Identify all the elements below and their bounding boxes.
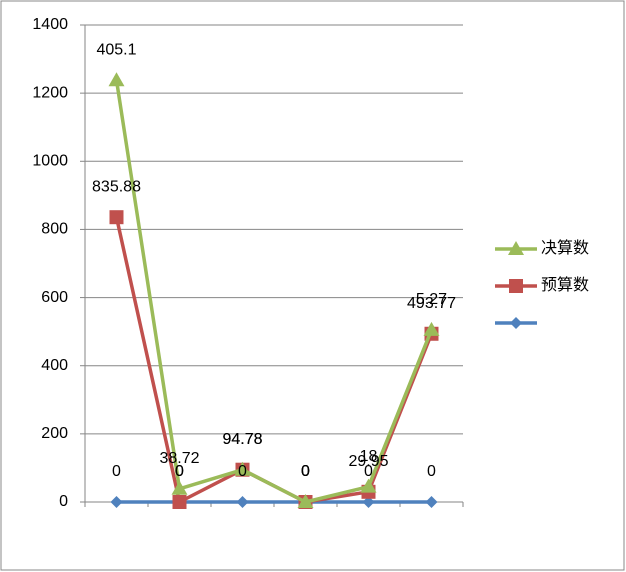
y-tick-label: 600 xyxy=(41,289,68,306)
marker xyxy=(509,279,523,293)
y-tick-label: 0 xyxy=(59,493,68,510)
data-label: 0 xyxy=(427,463,436,480)
data-label: 493.77 xyxy=(407,295,456,312)
marker xyxy=(171,480,188,495)
data-label: 0 xyxy=(301,463,310,480)
y-tick-label: 1200 xyxy=(32,84,68,101)
legend-item: 预算数 xyxy=(495,275,589,294)
data-label: 0 xyxy=(175,463,184,480)
data-label: 94.78 xyxy=(222,431,262,448)
marker xyxy=(109,210,124,225)
y-tick-label: 200 xyxy=(41,425,68,442)
data-label: 0 xyxy=(301,463,310,480)
data-label: 94.78 xyxy=(222,431,262,448)
y-tick-label: 400 xyxy=(41,357,68,374)
marker xyxy=(236,496,249,508)
marker xyxy=(110,496,123,508)
data-label: 835.88 xyxy=(92,178,141,195)
data-label: 0 xyxy=(175,463,184,480)
marker xyxy=(234,461,251,476)
series-line xyxy=(114,79,434,504)
marker xyxy=(508,241,524,255)
data-label: 0 xyxy=(238,463,247,480)
data-label: 0 xyxy=(112,463,121,480)
y-tick-label: 1000 xyxy=(32,153,68,170)
data-label: 38.72 xyxy=(159,450,199,467)
marker xyxy=(108,72,125,87)
data-label: 0 xyxy=(301,463,310,480)
marker xyxy=(297,494,314,508)
y-tick-label: 1400 xyxy=(32,16,68,33)
data-label: 405.1 xyxy=(96,41,136,58)
marker xyxy=(362,496,375,508)
marker xyxy=(423,321,440,336)
marker xyxy=(425,496,438,508)
legend-label: 预算数 xyxy=(541,275,589,294)
legend-item: 决算数 xyxy=(495,238,589,257)
legend-label: 决算数 xyxy=(541,238,589,257)
marker xyxy=(172,495,187,509)
marker xyxy=(510,317,522,329)
data-label: 5.27 xyxy=(416,291,447,308)
legend-item xyxy=(495,317,537,329)
data-label: 29.95 xyxy=(348,453,388,470)
data-label: 0 xyxy=(364,463,373,480)
marker xyxy=(360,478,377,493)
y-tick-label: 800 xyxy=(41,221,68,238)
data-label: 18 xyxy=(360,448,378,465)
